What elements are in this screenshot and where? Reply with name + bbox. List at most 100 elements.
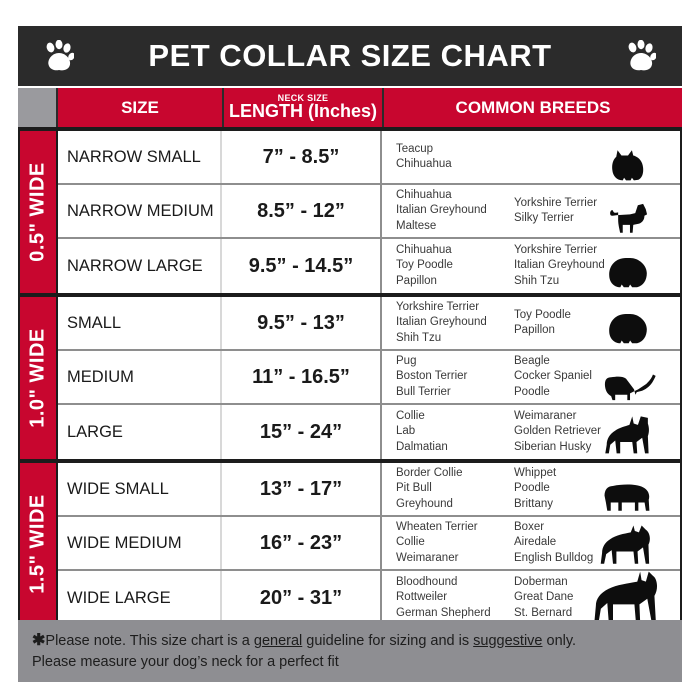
- breed-item: Poodle: [514, 482, 550, 495]
- breeds-column-1: Chihuahua Italian Greyhound Maltese: [396, 188, 514, 234]
- breed-item: Pug: [396, 355, 417, 368]
- breed-item: Cocker Spaniel: [514, 370, 592, 383]
- footer-text-pre: Please note. This size chart is a: [45, 633, 254, 649]
- cell-breeds: Wheaten Terrier Collie Weimaraner Boxer Aire…: [382, 517, 680, 569]
- cell-length: 16” - 23”: [222, 517, 382, 569]
- breed-item: Yorkshire Terrier: [396, 301, 480, 314]
- footer-text-mid: guideline for sizing and is: [302, 633, 474, 649]
- section-rows: WIDE SMALL 13” - 17” Border Collie Pit Bull…: [58, 463, 680, 625]
- breed-item: Papillon: [514, 324, 555, 336]
- width-section: 1.5" WIDE WIDE SMALL 13” - 17” Border Colli…: [18, 459, 682, 629]
- cell-length: 11” - 16.5”: [222, 351, 382, 403]
- cell-breeds: Chihuahua Toy Poodle Papillon Yorkshire Ter…: [382, 239, 680, 293]
- cell-breeds: Bloodhound Rottweiler German Shepherd Dober…: [382, 571, 680, 625]
- cell-size: LARGE: [58, 405, 222, 459]
- cell-length: 13” - 17”: [222, 463, 382, 515]
- breed-item: Dalmatian: [396, 440, 448, 453]
- breeds-column-1: Pug Boston Terrier Bull Terrier: [396, 354, 514, 400]
- width-section: 0.5" WIDE NARROW SMALL 7” - 8.5” Teacup Chih…: [18, 127, 682, 293]
- breed-item: Italian Greyhound: [396, 316, 487, 329]
- table-row[interactable]: WIDE LARGE 20” - 31” Bloodhound Rottweiler G…: [58, 571, 680, 625]
- table-row[interactable]: LARGE 15” - 24” Collie Lab Dalmatian Weimaran…: [58, 405, 680, 459]
- table-row[interactable]: WIDE SMALL 13” - 17” Border Collie Pit Bull…: [58, 463, 680, 517]
- breed-item: Bloodhound: [396, 576, 458, 589]
- breeds-column-2: Toy Poodle Papillon: [514, 308, 626, 338]
- cell-size: WIDE LARGE: [58, 571, 222, 625]
- breed-item: Rottweiler: [396, 591, 448, 604]
- breed-item: Lab: [396, 425, 416, 438]
- table-row[interactable]: WIDE MEDIUM 16” - 23” Wheaten Terrier Colli…: [58, 517, 680, 571]
- table-row[interactable]: MEDIUM 11” - 16.5” Pug Boston Terrier Bull T…: [58, 351, 680, 405]
- breed-item: Great Dane: [514, 591, 574, 604]
- breed-item: Collie: [396, 536, 425, 549]
- breeds-column-2: Beagle Cocker Spaniel Poodle: [514, 354, 626, 400]
- table-header-row: SIZE NECK SIZE LENGTH (Inches) COMMON BR…: [18, 88, 682, 127]
- breed-item: Airedale: [514, 536, 557, 549]
- section-width-label: 1.0" WIDE: [20, 297, 58, 459]
- table-row[interactable]: SMALL 9.5” - 13” Yorkshire Terrier Italian …: [58, 297, 680, 351]
- section-width-label: 0.5" WIDE: [20, 131, 58, 293]
- cell-length: 9.5” - 13”: [222, 297, 382, 349]
- breed-item: Doberman: [514, 576, 568, 589]
- breed-item: Chihuahua: [396, 244, 452, 257]
- breed-item: Yorkshire Terrier: [514, 196, 598, 209]
- footer-line-2: Please measure your dog’s neck for a per…: [32, 654, 339, 671]
- breeds-column-2: Yorkshire Terrier Silky Terrier: [514, 196, 626, 226]
- width-section: 1.0" WIDE SMALL 9.5” - 13” Yorkshire Terrie…: [18, 293, 682, 459]
- cell-size: NARROW SMALL: [58, 131, 222, 183]
- breed-item: Chihuahua: [396, 158, 452, 170]
- breeds-column-1: Yorkshire Terrier Italian Greyhound Shih T…: [396, 300, 514, 346]
- breed-item: Shih Tzu: [514, 274, 560, 287]
- cell-length: 8.5” - 12”: [222, 185, 382, 237]
- cell-breeds: Collie Lab Dalmatian Weimaraner Golden Retri…: [382, 405, 680, 459]
- page-title: PET COLLAR SIZE CHART: [148, 38, 552, 73]
- breed-item: German Shepherd: [396, 606, 491, 619]
- footer-underline-general: general: [253, 633, 303, 649]
- breeds-column-1: Teacup Chihuahua: [396, 142, 514, 172]
- cell-breeds: Yorkshire Terrier Italian Greyhound Shih T…: [382, 297, 680, 349]
- asterisk-icon: ✱: [32, 632, 46, 649]
- breed-item: Bull Terrier: [396, 385, 451, 398]
- paw-print-icon: [628, 40, 656, 71]
- size-chart-table: SIZE NECK SIZE LENGTH (Inches) COMMON BR…: [18, 88, 682, 629]
- breeds-column-2: Doberman Great Dane St. Bernard: [514, 575, 626, 621]
- cell-breeds: Teacup Chihuahua: [382, 131, 680, 183]
- breeds-column-1: Bloodhound Rottweiler German Shepherd: [396, 575, 514, 621]
- section-width-label: 1.5" WIDE: [20, 463, 58, 625]
- breed-item: English Bulldog: [514, 551, 594, 564]
- breeds-column-2: Yorkshire Terrier Italian Greyhound Shih T…: [514, 243, 626, 289]
- breed-item: Boxer: [514, 521, 545, 534]
- cell-size: MEDIUM: [58, 351, 222, 403]
- breed-item: Collie: [396, 410, 425, 423]
- breed-item: Border Collie: [396, 467, 463, 480]
- breed-item: St. Bernard: [514, 606, 573, 619]
- section-width-text: 0.5" WIDE: [26, 162, 49, 262]
- dog-silhouette: [580, 129, 676, 183]
- breeds-column-1: Border Collie Pit Bull Greyhound: [396, 466, 514, 512]
- breed-item: Golden Retriever: [514, 425, 601, 438]
- footer-line-1: ✱Please note. This size chart is a gener…: [32, 629, 668, 652]
- breeds-column-1: Wheaten Terrier Collie Weimaraner: [396, 520, 514, 566]
- breed-item: Yorkshire Terrier: [514, 244, 598, 257]
- column-header-size: SIZE: [58, 88, 224, 127]
- cell-breeds: Border Collie Pit Bull Greyhound Whippet Poo…: [382, 463, 680, 515]
- length-label: LENGTH (Inches): [228, 101, 377, 122]
- breed-item: Weimaraner: [396, 551, 459, 564]
- breed-item: Siberian Husky: [514, 440, 592, 453]
- cell-size: WIDE SMALL: [58, 463, 222, 515]
- breed-item: Italian Greyhound: [396, 204, 487, 217]
- section-rows: NARROW SMALL 7” - 8.5” Teacup Chihuahua NARR…: [58, 131, 680, 293]
- neck-size-caption: NECK SIZE: [277, 93, 329, 104]
- table-row[interactable]: NARROW SMALL 7” - 8.5” Teacup Chihuahua: [58, 131, 680, 185]
- table-row[interactable]: NARROW MEDIUM 8.5” - 12” Chihuahua Italian …: [58, 185, 680, 239]
- footer-text-post: only.: [542, 633, 577, 649]
- cell-breeds: Chihuahua Italian Greyhound Maltese Yorkshi…: [382, 185, 680, 237]
- cell-breeds: Pug Boston Terrier Bull Terrier Beagle Cocke…: [382, 351, 680, 403]
- table-row[interactable]: NARROW LARGE 9.5” - 14.5” Chihuahua Toy Poo…: [58, 239, 680, 293]
- corner-cell: [18, 88, 58, 127]
- breeds-column-2: Weimaraner Golden Retriever Siberian Husky: [514, 409, 626, 455]
- chart-header: PET COLLAR SIZE CHART: [18, 26, 682, 86]
- breed-item: Papillon: [396, 274, 437, 287]
- section-rows: SMALL 9.5” - 13” Yorkshire Terrier Italian …: [58, 297, 680, 459]
